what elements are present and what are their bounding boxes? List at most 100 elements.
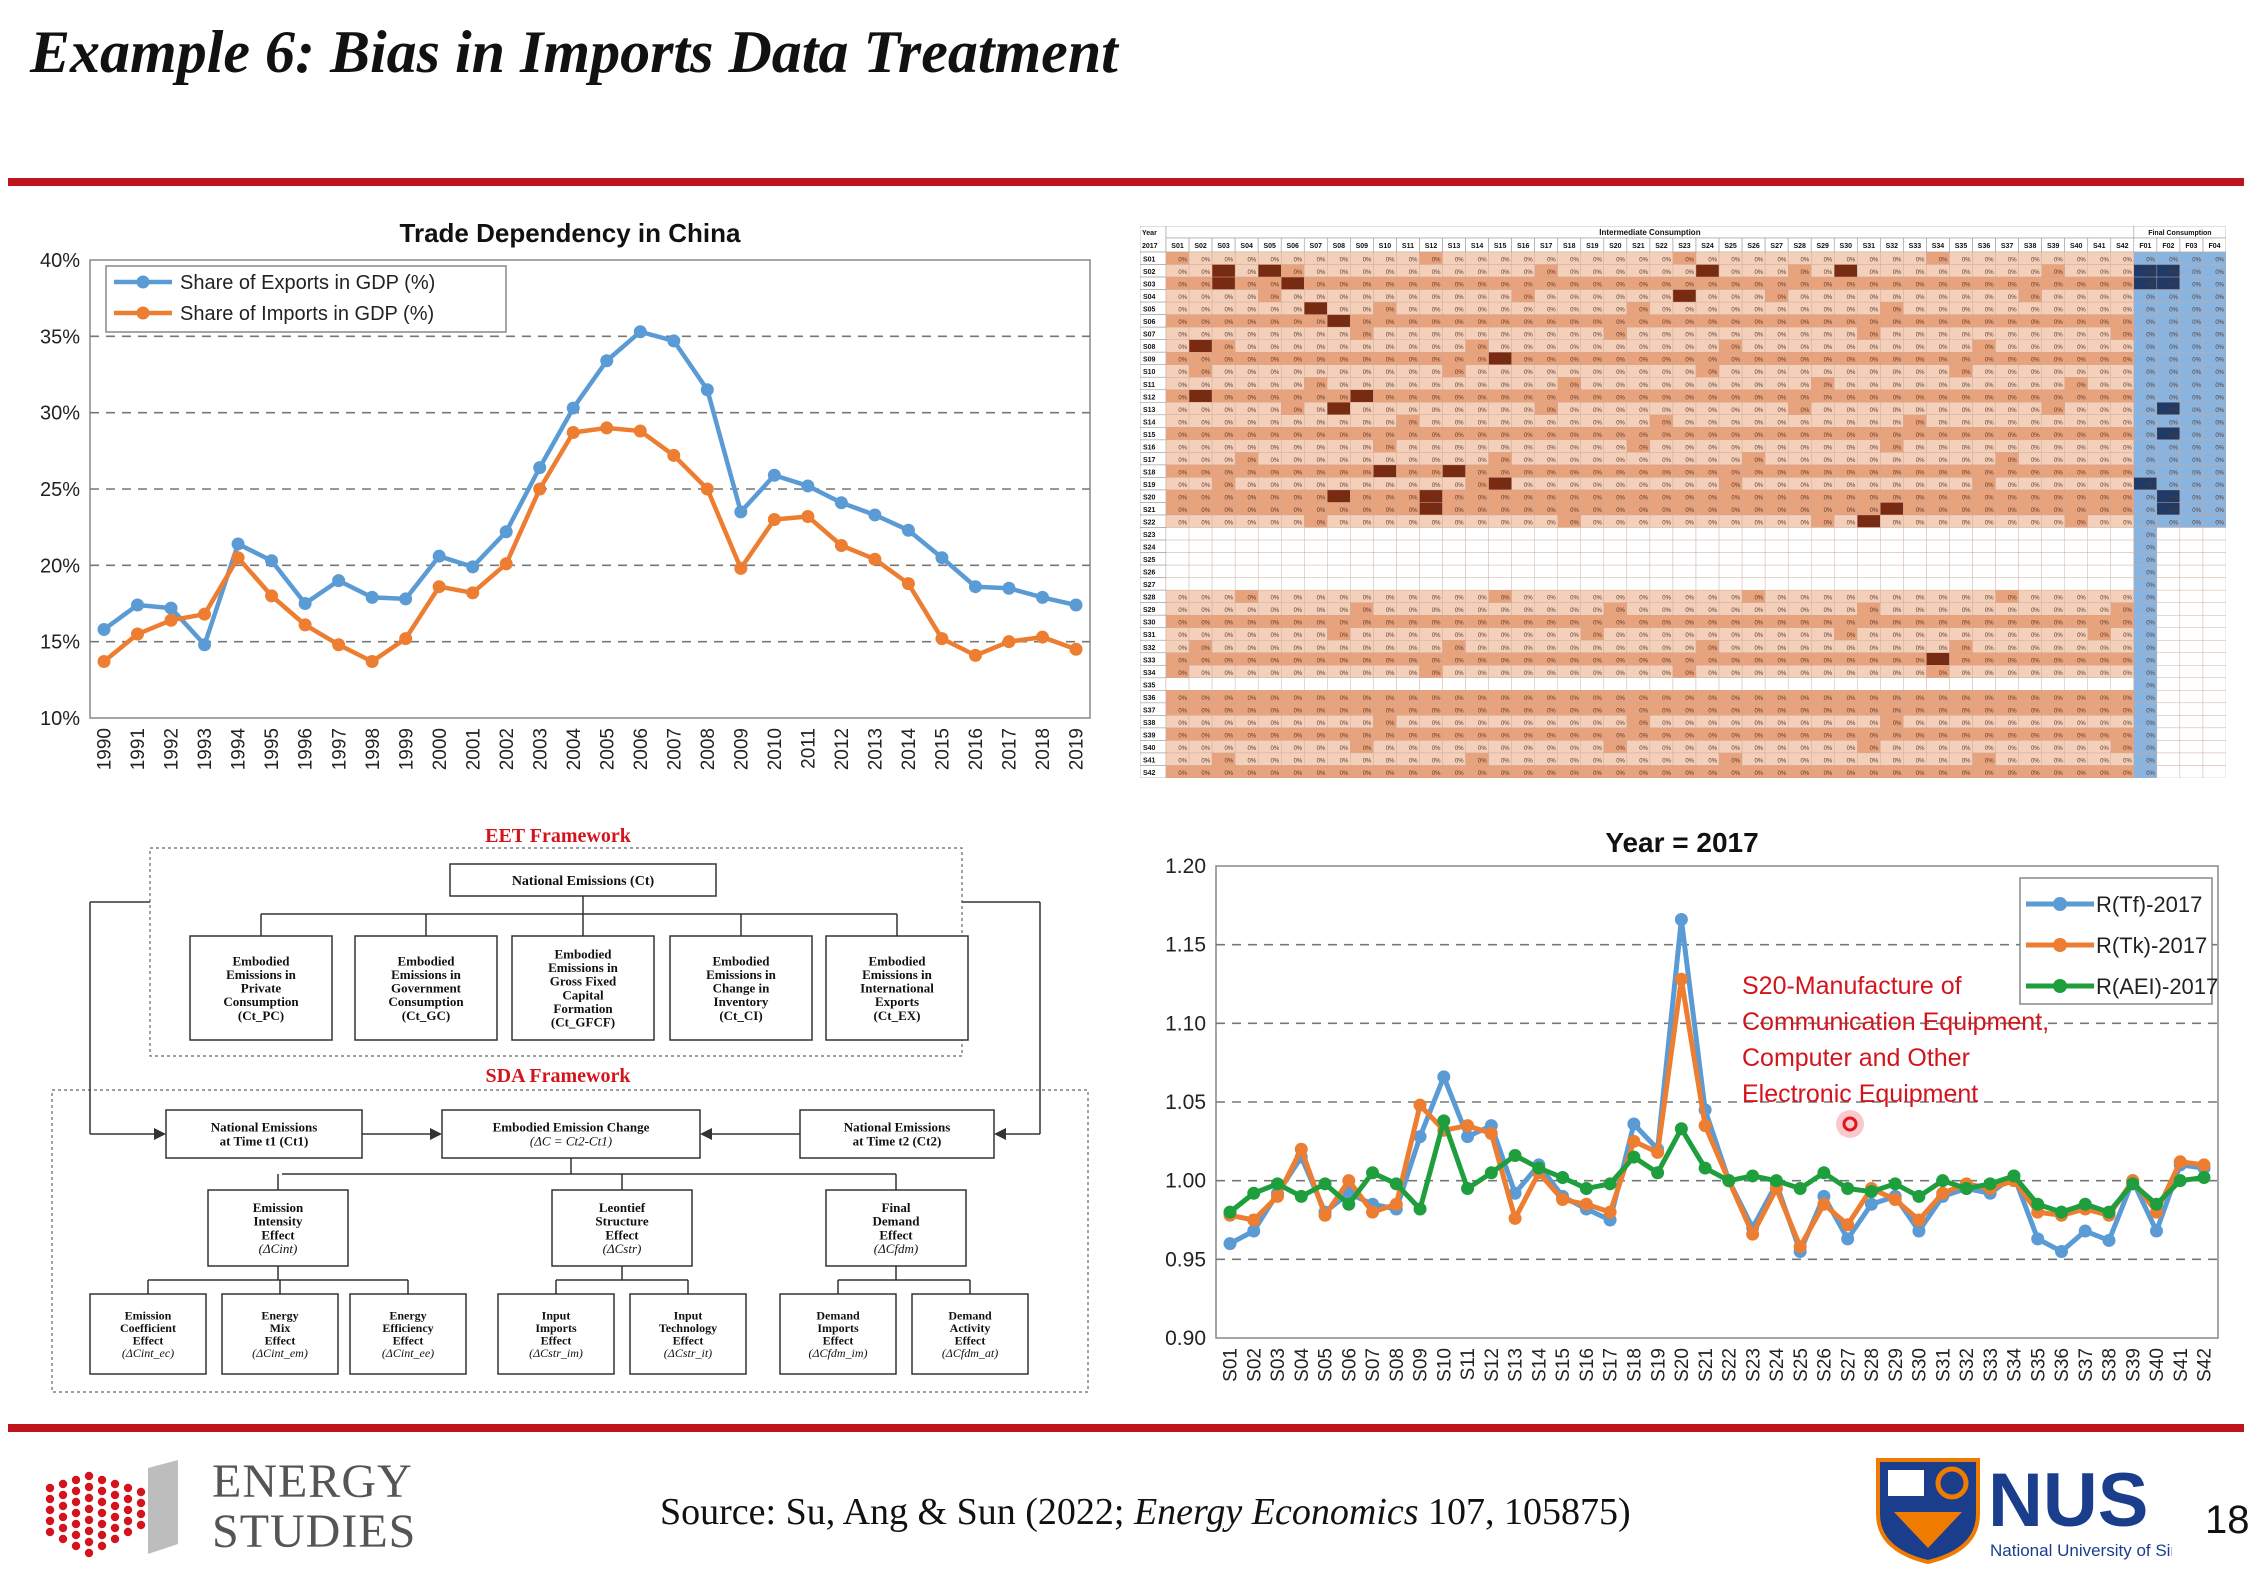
cell-value: 0% bbox=[1455, 495, 1464, 501]
cell-value: 0% bbox=[1754, 483, 1763, 489]
cell-value: 0% bbox=[1178, 608, 1187, 614]
cell-value: 0% bbox=[1824, 596, 1833, 602]
heatmap-cell bbox=[1903, 677, 1927, 691]
heatmap-cell bbox=[2064, 677, 2088, 691]
cell-value: 0% bbox=[1754, 320, 1763, 326]
cell-value: 0% bbox=[1478, 621, 1487, 627]
cell-value: 0% bbox=[1893, 621, 1902, 627]
cell-value: 0% bbox=[1524, 696, 1533, 702]
heatmap-cell bbox=[2202, 690, 2226, 704]
cell-value: 0% bbox=[1593, 596, 1602, 602]
cell-value: 0% bbox=[1731, 658, 1740, 664]
cell-value: 0% bbox=[1340, 758, 1349, 764]
cell-value: 0% bbox=[1616, 420, 1625, 426]
cell-value: 0% bbox=[1731, 621, 1740, 627]
cell-value: 0% bbox=[1985, 758, 1994, 764]
cell-value: 0% bbox=[1824, 445, 1833, 451]
cell-value: 0% bbox=[1985, 433, 1994, 439]
heatmap-cell bbox=[2179, 564, 2204, 578]
heatmap-cell bbox=[1419, 552, 1443, 566]
cell-value: 0% bbox=[2146, 270, 2155, 276]
data-point bbox=[2007, 1169, 2021, 1183]
x-tick-label: S11 bbox=[1458, 1348, 1479, 1380]
cell-value: 0% bbox=[2100, 646, 2109, 652]
cell-value: 0% bbox=[1386, 621, 1395, 627]
heatmap-cell bbox=[2179, 702, 2204, 716]
heatmap-cell bbox=[2179, 589, 2204, 603]
cell-value: 0% bbox=[1386, 608, 1395, 614]
logo-dot bbox=[110, 1523, 120, 1533]
cell-value: 0% bbox=[2123, 608, 2132, 614]
cell-value: 0% bbox=[1939, 408, 1948, 414]
cell-value: 0% bbox=[2100, 483, 2109, 489]
cell-value: 0% bbox=[2100, 708, 2109, 714]
cell-value: 0% bbox=[1616, 733, 1625, 739]
cell-value: 0% bbox=[1778, 746, 1787, 752]
box-text: (Ct_GFCF) bbox=[551, 1015, 615, 1030]
cell-value: 0% bbox=[1409, 470, 1418, 476]
cell-value: 0% bbox=[1570, 596, 1579, 602]
cell-value: 0% bbox=[1478, 345, 1487, 351]
cell-value: 0% bbox=[1386, 383, 1395, 389]
cell-value: 0% bbox=[2054, 333, 2063, 339]
cell-value: 0% bbox=[1985, 458, 1994, 464]
heatmap-cell bbox=[1442, 564, 1466, 578]
heatmap-cell bbox=[1787, 527, 1812, 541]
cell-value: 0% bbox=[1317, 445, 1326, 451]
heatmap-cell bbox=[1511, 552, 1535, 566]
heatmap-cell bbox=[1211, 552, 1236, 566]
cell-value: 0% bbox=[2077, 508, 2086, 514]
cell-value: 0% bbox=[2077, 283, 2086, 289]
logo-dot bbox=[97, 1475, 107, 1485]
cell-value: 0% bbox=[1847, 408, 1856, 414]
cell-value: 0% bbox=[1708, 470, 1717, 476]
x-tick-label: S22 bbox=[1720, 1348, 1741, 1382]
heatmap-cell bbox=[2202, 552, 2226, 566]
cell-value: 0% bbox=[1201, 608, 1210, 614]
row-header: S23 bbox=[1143, 532, 1156, 539]
annotation-line: Electronic Equipment bbox=[1742, 1080, 1978, 1108]
cell-value: 0% bbox=[1962, 395, 1971, 401]
heatmap-cell bbox=[2202, 702, 2226, 716]
cell-value: 0% bbox=[1455, 658, 1464, 664]
heatmap-cell bbox=[1396, 564, 1420, 578]
cell-value: 0% bbox=[2100, 408, 2109, 414]
cell-value: 0% bbox=[1432, 420, 1441, 426]
cell-value: 0% bbox=[1939, 608, 1948, 614]
x-tick-label: 2006 bbox=[631, 728, 652, 770]
cell-value: 0% bbox=[1570, 495, 1579, 501]
heatmap-cell bbox=[1327, 552, 1351, 566]
heatmap-cell bbox=[1926, 527, 1950, 541]
cell-value: 0% bbox=[1570, 308, 1579, 314]
cell-value: 0% bbox=[1708, 633, 1717, 639]
cell-value: 0% bbox=[1662, 596, 1671, 602]
cell-value: 0% bbox=[1824, 270, 1833, 276]
logo-dot bbox=[84, 1504, 94, 1514]
cell-value: 0% bbox=[1409, 696, 1418, 702]
heatmap-cell bbox=[2156, 539, 2181, 553]
heatmap-cell bbox=[1373, 564, 1397, 578]
cell-value: 0% bbox=[1962, 470, 1971, 476]
cell-value: 0% bbox=[2215, 358, 2224, 364]
cell-value: 0% bbox=[1224, 483, 1233, 489]
cell-value: 0% bbox=[1708, 408, 1717, 414]
cell-value: 0% bbox=[1801, 621, 1810, 627]
row-header: S05 bbox=[1143, 307, 1156, 314]
cell-value: 0% bbox=[2077, 621, 2086, 627]
logo-dot bbox=[97, 1519, 107, 1529]
legend-marker bbox=[2053, 938, 2067, 952]
heatmap-cell bbox=[1580, 564, 1605, 578]
heatmap-cell bbox=[1695, 564, 1720, 578]
heatmap-cell bbox=[1649, 552, 1674, 566]
cell-value: 0% bbox=[1778, 758, 1787, 764]
cell-value: 0% bbox=[1685, 270, 1694, 276]
cell-value: 0% bbox=[1985, 646, 1994, 652]
heatmap-cell bbox=[2179, 690, 2204, 704]
cell-value: 0% bbox=[1340, 283, 1349, 289]
heatmap-cell bbox=[1211, 527, 1236, 541]
energy-studies-logo: ENERGY STUDIES bbox=[40, 1446, 420, 1564]
box-text: (Ct_CI) bbox=[719, 1008, 762, 1023]
cell-value: 0% bbox=[1547, 458, 1556, 464]
cell-value: 0% bbox=[1201, 433, 1210, 439]
